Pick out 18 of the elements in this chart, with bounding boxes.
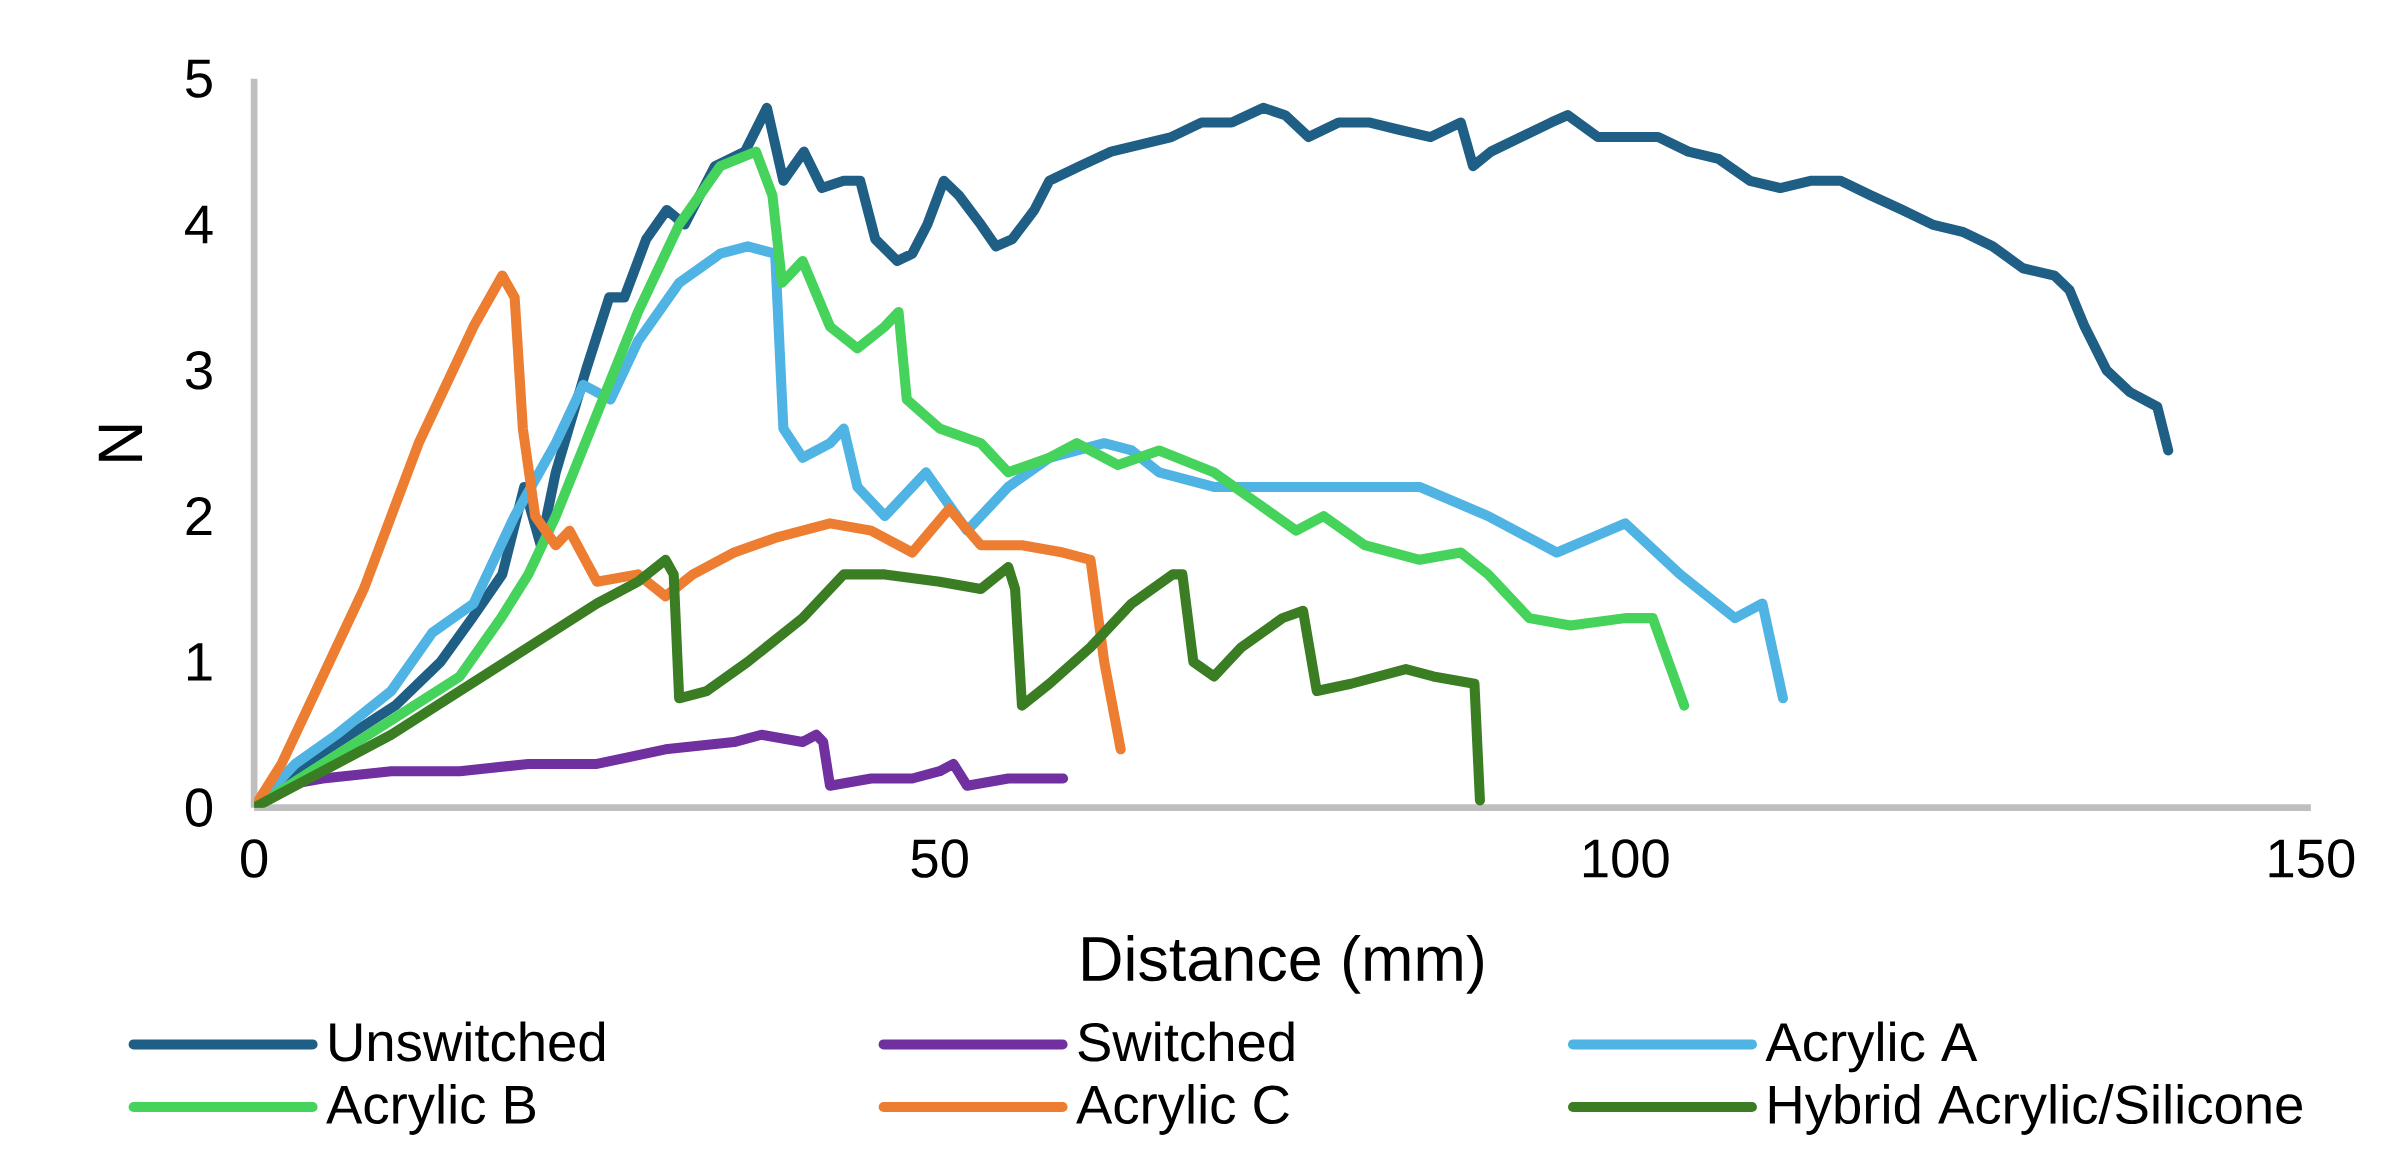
legend-label: Unswitched (330, 1021, 605, 1062)
x-tick-label: 100 (1583, 839, 1669, 878)
y-tick-label: 3 (185, 351, 212, 390)
legend-label: Hybrid Acrylic/Silicone (1769, 1084, 2302, 1135)
y-tick-label: 2 (186, 497, 212, 536)
y-tick-label: 4 (185, 205, 213, 244)
x-tick-label: 0 (241, 839, 268, 878)
legend-label: Acrylic B (326, 1084, 536, 1135)
x-axis-title: Distance (mm) (1083, 935, 1483, 994)
legend-label: Switched (1078, 1021, 1294, 1062)
legend-label: Acrylic C (1076, 1084, 1289, 1135)
x-tick-label: 150 (2269, 839, 2355, 878)
y-tick-label: 0 (185, 788, 213, 827)
y-tick-label: 1 (187, 643, 212, 681)
y-axis-title: N (98, 425, 143, 461)
legend-label: Acrylic A (1765, 1021, 1978, 1073)
x-tick-label: 50 (911, 839, 968, 878)
y-tick-label: 5 (185, 59, 212, 98)
